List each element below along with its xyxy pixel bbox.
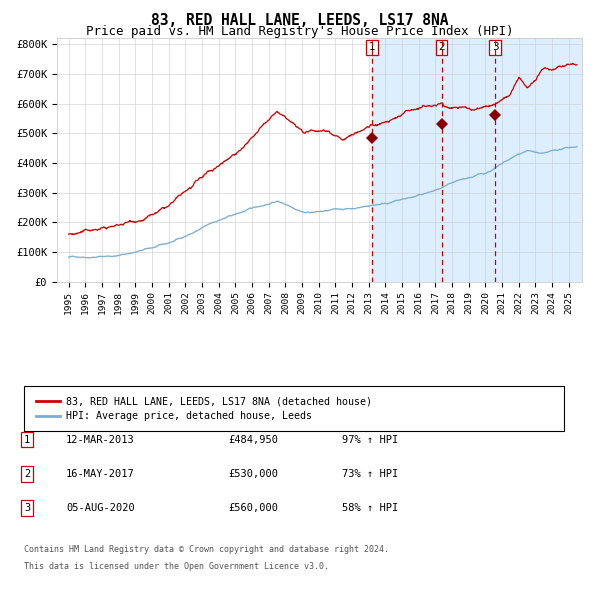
Text: 1: 1: [368, 42, 375, 53]
Text: 97% ↑ HPI: 97% ↑ HPI: [342, 435, 398, 444]
Text: 1: 1: [24, 435, 30, 444]
Text: £560,000: £560,000: [228, 503, 278, 513]
Text: 16-MAY-2017: 16-MAY-2017: [66, 469, 135, 478]
Text: HPI: Average price, detached house, Leeds: HPI: Average price, detached house, Leed…: [66, 411, 312, 421]
Text: £530,000: £530,000: [228, 469, 278, 478]
Text: 12-MAR-2013: 12-MAR-2013: [66, 435, 135, 444]
Text: 83, RED HALL LANE, LEEDS, LS17 8NA (detached house): 83, RED HALL LANE, LEEDS, LS17 8NA (deta…: [66, 396, 372, 407]
Text: 58% ↑ HPI: 58% ↑ HPI: [342, 503, 398, 513]
Text: 05-AUG-2020: 05-AUG-2020: [66, 503, 135, 513]
Text: Contains HM Land Registry data © Crown copyright and database right 2024.: Contains HM Land Registry data © Crown c…: [24, 545, 389, 554]
Bar: [372, 38, 582, 281]
Text: 3: 3: [492, 42, 499, 53]
Text: Price paid vs. HM Land Registry's House Price Index (HPI): Price paid vs. HM Land Registry's House …: [86, 25, 514, 38]
Text: 2: 2: [438, 42, 445, 53]
Text: 83, RED HALL LANE, LEEDS, LS17 8NA: 83, RED HALL LANE, LEEDS, LS17 8NA: [151, 13, 449, 28]
Text: 2: 2: [24, 469, 30, 478]
Text: 3: 3: [24, 503, 30, 513]
Text: 73% ↑ HPI: 73% ↑ HPI: [342, 469, 398, 478]
Text: £484,950: £484,950: [228, 435, 278, 444]
Text: This data is licensed under the Open Government Licence v3.0.: This data is licensed under the Open Gov…: [24, 562, 329, 571]
